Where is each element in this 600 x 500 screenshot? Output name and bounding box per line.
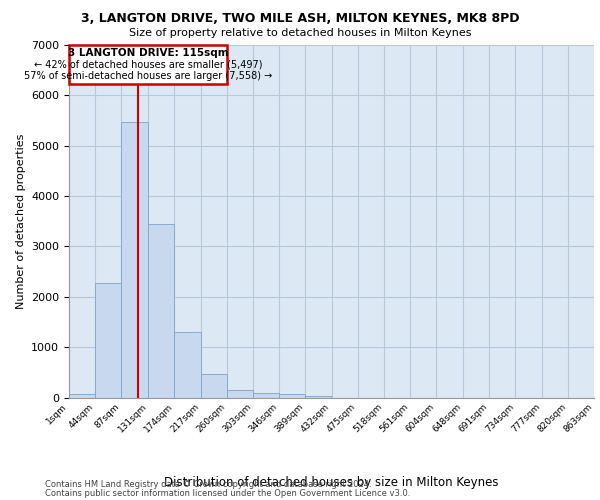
Bar bbox=[95, 282, 121, 398]
Text: 3, LANGTON DRIVE, TWO MILE ASH, MILTON KEYNES, MK8 8PD: 3, LANGTON DRIVE, TWO MILE ASH, MILTON K… bbox=[81, 12, 519, 26]
Bar bbox=[227, 390, 253, 398]
FancyBboxPatch shape bbox=[69, 45, 227, 84]
X-axis label: Distribution of detached houses by size in Milton Keynes: Distribution of detached houses by size … bbox=[164, 476, 499, 489]
Text: 57% of semi-detached houses are larger (7,558) →: 57% of semi-detached houses are larger (… bbox=[24, 70, 272, 81]
Text: Contains HM Land Registry data © Crown copyright and database right 2024.: Contains HM Land Registry data © Crown c… bbox=[45, 480, 371, 489]
Y-axis label: Number of detached properties: Number of detached properties bbox=[16, 134, 26, 309]
Text: Contains public sector information licensed under the Open Government Licence v3: Contains public sector information licen… bbox=[45, 488, 410, 498]
Bar bbox=[69, 394, 95, 398]
Bar bbox=[148, 224, 175, 398]
Bar bbox=[121, 122, 148, 398]
Bar bbox=[305, 396, 331, 398]
Text: Size of property relative to detached houses in Milton Keynes: Size of property relative to detached ho… bbox=[129, 28, 471, 38]
Bar bbox=[175, 332, 200, 398]
Bar bbox=[200, 374, 227, 398]
Text: 3 LANGTON DRIVE: 115sqm: 3 LANGTON DRIVE: 115sqm bbox=[68, 48, 228, 58]
Bar bbox=[253, 392, 279, 398]
Bar bbox=[279, 394, 305, 398]
Text: ← 42% of detached houses are smaller (5,497): ← 42% of detached houses are smaller (5,… bbox=[34, 59, 262, 69]
